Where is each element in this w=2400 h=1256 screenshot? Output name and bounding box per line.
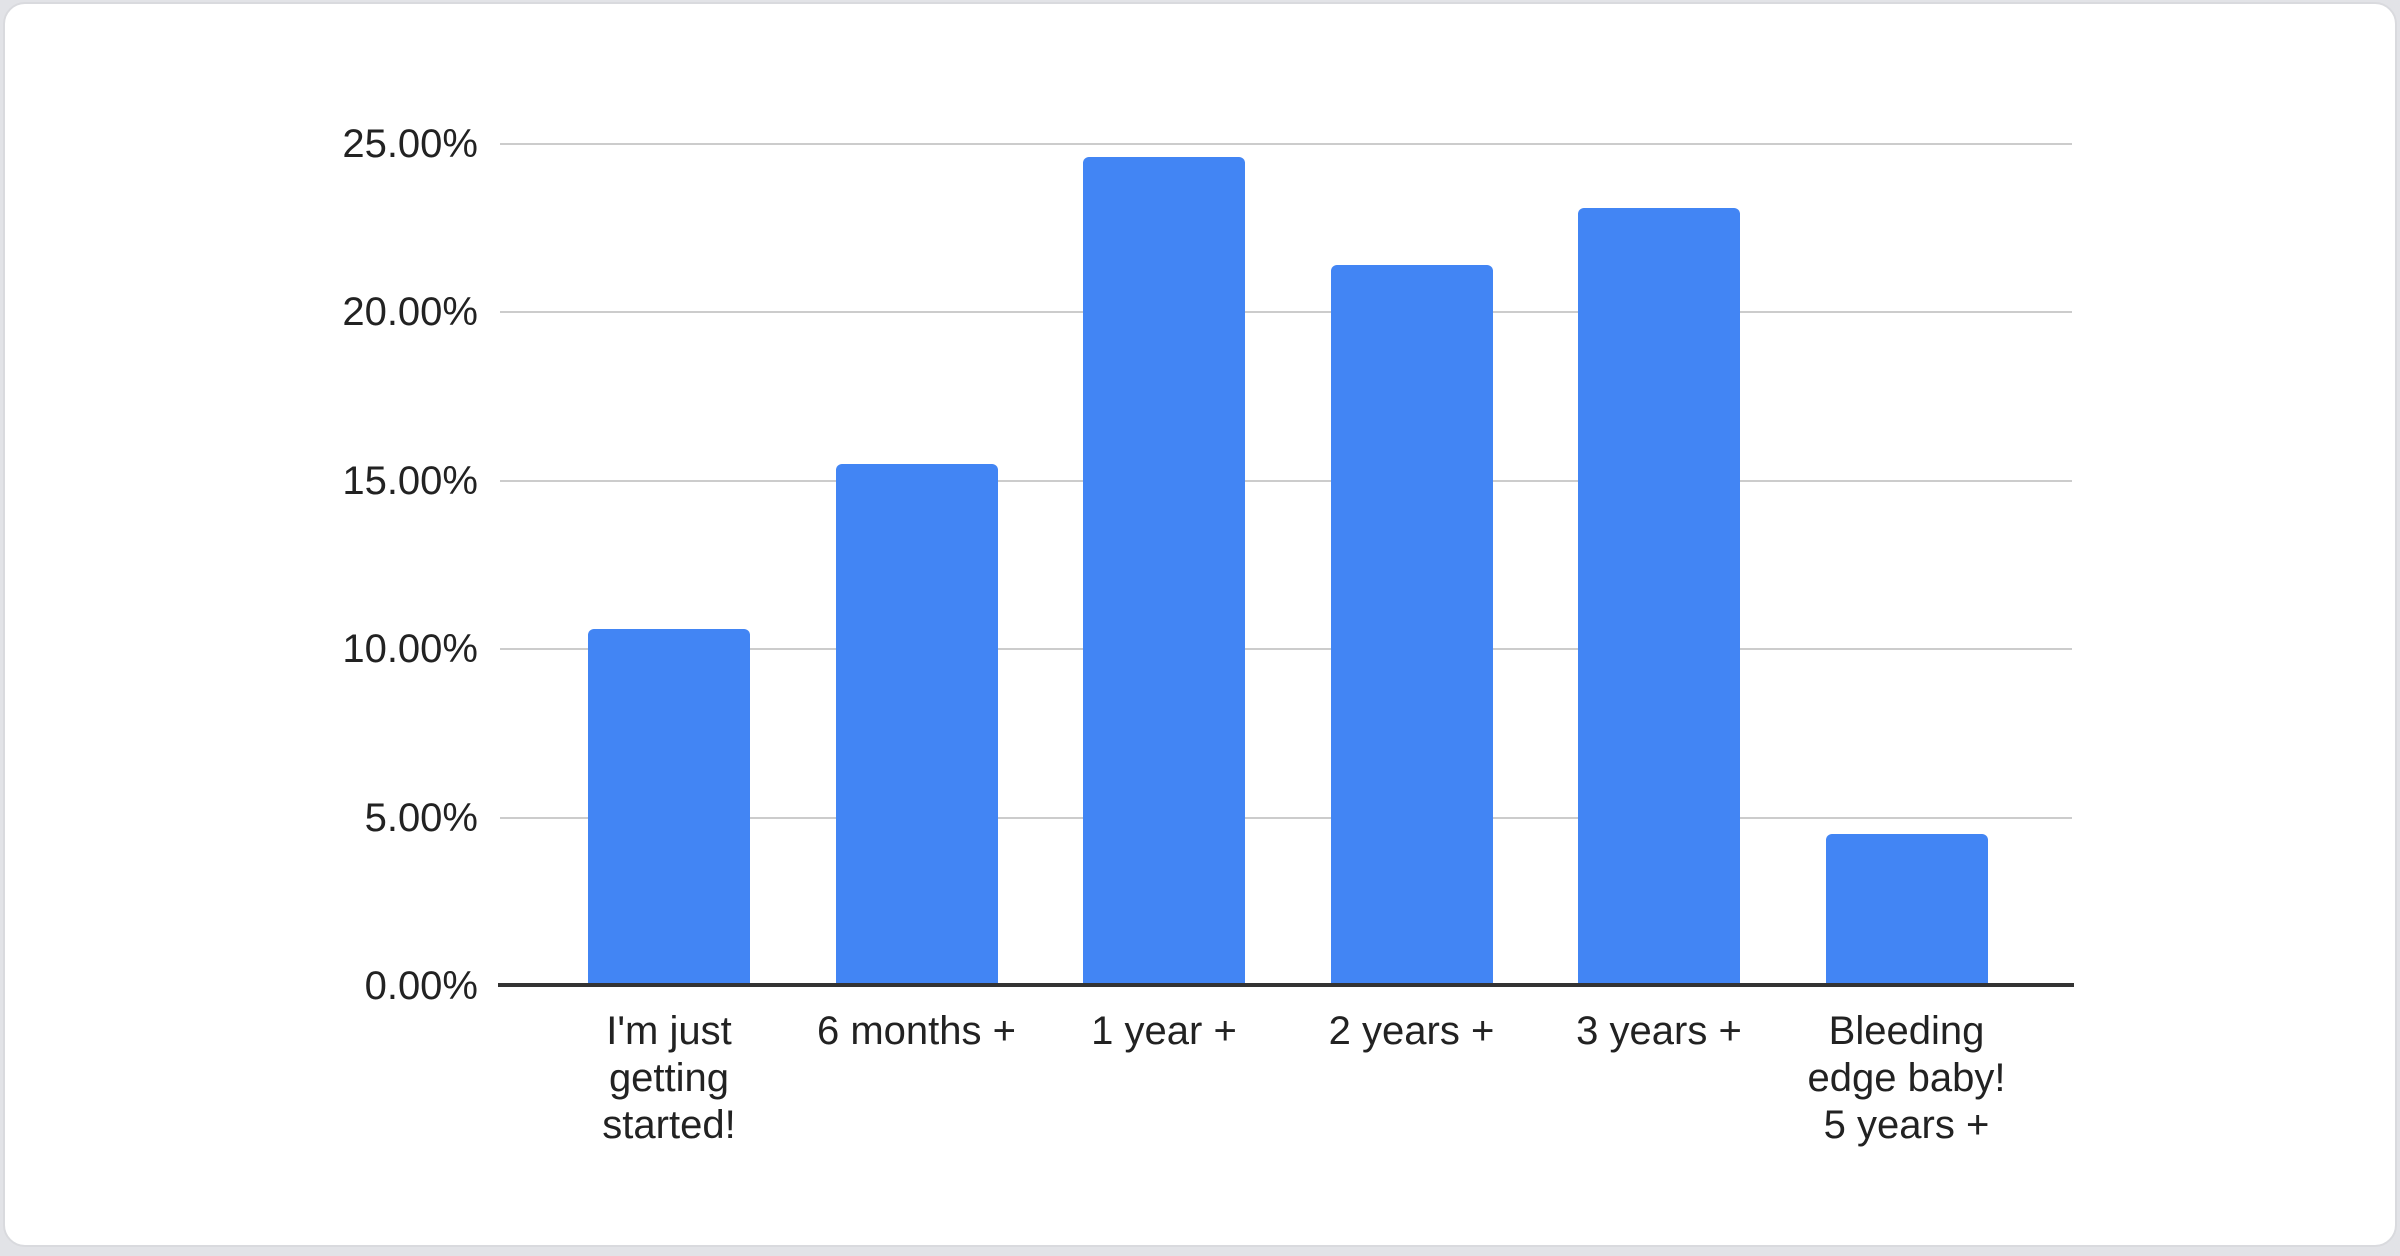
- y-tick-label: 0.00%: [364, 964, 478, 1008]
- bar: [835, 463, 998, 986]
- x-tick-label-line: 6 months +: [816, 1009, 1016, 1053]
- y-tick-label: 15.00%: [342, 458, 478, 503]
- x-tick-label-line: 5 years +: [1823, 1103, 1990, 1147]
- x-tick-label-line: Bleeding: [1828, 1009, 1985, 1053]
- x-tick-label: 2 years +: [1222, 1008, 1602, 1055]
- x-tick-label-line: 3 years +: [1576, 1009, 1742, 1053]
- bar-chart: 0.00% 5.00% 10.00% 15.00% 20.00% 25.00% I'm j…: [5, 4, 2395, 1245]
- bar: [1083, 157, 1245, 986]
- y-tick-label: 5.00%: [364, 795, 478, 840]
- gridline: [500, 311, 2072, 314]
- bar: [1578, 207, 1740, 986]
- x-tick-label-line: 2 years +: [1328, 1009, 1495, 1053]
- x-tick-label: 3 years +: [1469, 1008, 1849, 1055]
- y-tick-label: 20.00%: [342, 290, 478, 335]
- x-tick-label-line: I'm just: [606, 1009, 732, 1053]
- x-tick-label-line: getting: [608, 1056, 730, 1100]
- gridline: [500, 143, 2072, 145]
- x-tick-label: I'm just getting started!: [479, 1008, 859, 1149]
- x-tick-label: 1 year +: [974, 1008, 1354, 1055]
- bar: [1330, 265, 1493, 986]
- y-tick-label: 25.00%: [342, 122, 478, 166]
- x-tick-label: 6 months +: [727, 1008, 1107, 1055]
- x-tick-label-line: 1 year +: [1091, 1009, 1237, 1053]
- y-tick-label: 10.00%: [342, 627, 478, 672]
- chart-card: 0.00% 5.00% 10.00% 15.00% 20.00% 25.00% I'm j…: [3, 2, 2397, 1247]
- x-tick-label-line: edge baby!: [1807, 1056, 2006, 1100]
- x-tick-label-line: started!: [602, 1103, 736, 1147]
- gridline: [500, 479, 2072, 482]
- bar: [588, 628, 750, 986]
- x-tick-label: Bleeding edge baby! 5 years +: [1717, 1008, 2097, 1149]
- x-axis-baseline: [498, 983, 2074, 987]
- bar: [1825, 834, 1988, 986]
- gridline: [500, 648, 2072, 651]
- gridline: [500, 816, 2072, 819]
